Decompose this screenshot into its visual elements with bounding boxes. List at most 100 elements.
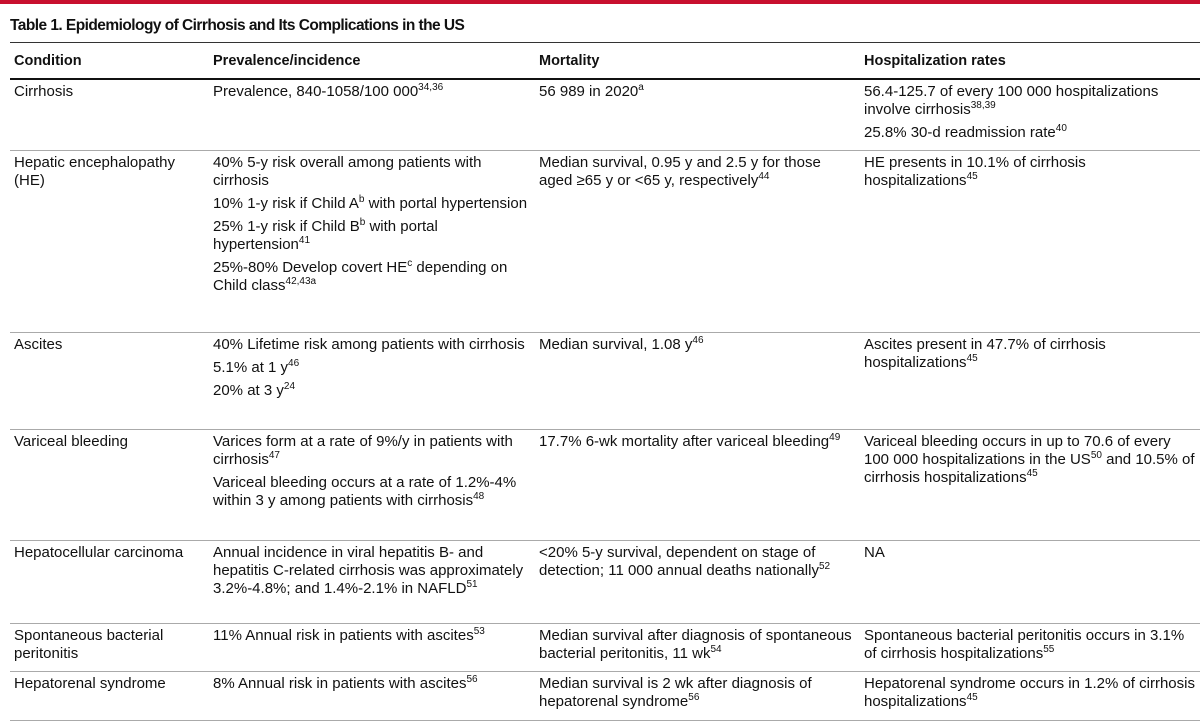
cell-paragraph: Hepatic encephalopathy (HE) xyxy=(14,154,205,190)
reference: 40 xyxy=(1055,123,1067,134)
cell-paragraph: Hepatorenal syndrome xyxy=(14,675,205,693)
table-cell: 40% 5-y risk overall among patients with… xyxy=(209,150,535,333)
reference: 51 xyxy=(466,578,478,590)
cell-text: 8% Annual risk in patients with ascites xyxy=(213,674,467,692)
table-body: Cirrhosis Prevalence, 840-1058/100 00034,… xyxy=(10,79,1200,721)
cell-paragraph: NA xyxy=(864,544,1196,562)
table-row: Hepatocellular carcinoma Annual incidence… xyxy=(10,540,1200,624)
reference: 47 xyxy=(268,449,280,461)
reference: 45 xyxy=(1026,467,1038,479)
cell-text: HE presents in 10.1% of cirrhosis hospit… xyxy=(864,153,1086,189)
cell-paragraph: Prevalence, 840-1058/100 00034,36 xyxy=(213,83,531,101)
reference: 45 xyxy=(966,352,978,364)
reference: a xyxy=(638,82,644,93)
cell-text: Hepatocellular carcinoma xyxy=(14,543,184,561)
cell-text: 25% 1-y risk if Child B xyxy=(213,217,360,235)
table-cell: NA xyxy=(860,540,1200,624)
table-cell: 56.4-125.7 of every 100 000 hospitalizat… xyxy=(860,79,1200,151)
reference: 55 xyxy=(1043,643,1055,655)
cell-text: Variceal bleeding occurs at a rate of 1.… xyxy=(213,473,517,509)
cell-text: Hepatorenal syndrome xyxy=(14,674,166,692)
cell-text: 56 989 in 2020 xyxy=(539,83,639,100)
cell-text: 25%-80% Develop covert HE xyxy=(213,258,408,276)
table-cell: Median survival is 2 wk after diagnosis … xyxy=(535,671,860,721)
reference: 50 xyxy=(1090,449,1102,461)
reference: 56 xyxy=(688,691,700,703)
cell-text: depending on Child class xyxy=(213,258,508,294)
table-cell: Median survival, 0.95 y and 2.5 y for th… xyxy=(535,150,860,333)
header-row: Condition Prevalence/incidence Mortality Ho… xyxy=(10,42,1200,80)
table-cell: 11% Annual risk in patients with ascites… xyxy=(209,623,535,672)
table-cell: Ascites xyxy=(10,332,209,430)
table-cell: <20% 5-y survival, dependent on stage of… xyxy=(535,540,860,624)
cell-text: Varices form at a rate of 9%/y in patien… xyxy=(213,432,513,468)
cell-paragraph: 10% 1-y risk if Child Ab with portal hyp… xyxy=(213,193,531,213)
cell-paragraph: Cirrhosis xyxy=(14,83,205,101)
cell-text: Hepatorenal syndrome occurs in 1.2% of c… xyxy=(864,674,1195,710)
reference: 54 xyxy=(710,643,722,655)
cell-paragraph: Variceal bleeding occurs at a rate of 1.… xyxy=(213,474,531,510)
table-cell: 56 989 in 2020a xyxy=(535,79,860,151)
cell-paragraph: 25% 1-y risk if Child Bb with portal hyp… xyxy=(213,217,531,254)
table-cell: Cirrhosis xyxy=(10,79,209,151)
cell-paragraph: Hepatocellular carcinoma xyxy=(14,544,205,562)
cell-text: NA xyxy=(864,543,885,561)
reference: b xyxy=(358,193,365,205)
cell-paragraph: HE presents in 10.1% of cirrhosis hospit… xyxy=(864,154,1196,190)
cell-paragraph: 56.4-125.7 of every 100 000 hospitalizat… xyxy=(864,83,1196,119)
cell-paragraph: Ascites present in 47.7% of cirrhosis ho… xyxy=(864,336,1196,372)
table-cell: Hepatic encephalopathy (HE) xyxy=(10,150,209,333)
cell-text: 17.7% 6-wk mortality after variceal blee… xyxy=(539,432,830,450)
cell-text: Median survival, 1.08 y xyxy=(539,335,693,353)
cell-paragraph: Ascites xyxy=(14,336,205,354)
cell-text: Ascites present in 47.7% of cirrhosis ho… xyxy=(864,335,1106,371)
cell-paragraph: 25.8% 30-d readmission rate40 xyxy=(864,124,1196,142)
table-row: Hepatic encephalopathy (HE) 40% 5-y risk … xyxy=(10,150,1200,333)
cell-text: and 10.5% of cirrhosis hospitalizations xyxy=(864,450,1195,486)
cell-text: 10% 1-y risk if Child A xyxy=(213,194,359,212)
table-row: Cirrhosis Prevalence, 840-1058/100 00034,… xyxy=(10,79,1200,151)
reference: 42,43a xyxy=(285,275,317,287)
cell-paragraph: 25%-80% Develop covert HEc depending on … xyxy=(213,258,531,295)
table-title: Table 1. Epidemiology of Cirrhosis and I… xyxy=(10,17,465,34)
header-cell: Mortality xyxy=(535,42,860,80)
cell-text: Hepatic encephalopathy (HE) xyxy=(14,153,175,189)
reference: 41 xyxy=(298,234,311,246)
cell-paragraph: Median survival, 0.95 y and 2.5 y for th… xyxy=(539,154,856,190)
reference: 34,36 xyxy=(418,82,444,93)
cell-paragraph: Median survival is 2 wk after diagnosis … xyxy=(539,675,856,711)
table-cell: 17.7% 6-wk mortality after variceal blee… xyxy=(535,429,860,541)
table-cell: Hepatorenal syndrome xyxy=(10,671,209,721)
cell-text: 40% Lifetime risk among patients with ci… xyxy=(213,335,525,353)
table-cell: Median survival, 1.08 y46 xyxy=(535,332,860,430)
table-cell: 40% Lifetime risk among patients with ci… xyxy=(209,332,535,430)
reference: 38,39 xyxy=(970,100,996,111)
header-cell: Prevalence/incidence xyxy=(209,42,535,80)
cell-paragraph: Varices form at a rate of 9%/y in patien… xyxy=(213,433,531,469)
cell-text: <20% 5-y survival, dependent on stage of… xyxy=(539,543,819,579)
cell-text: Median survival is 2 wk after diagnosis … xyxy=(539,674,812,710)
cell-paragraph: Variceal bleeding occurs in up to 70.6 o… xyxy=(864,433,1196,487)
table-row: Spontaneous bacterial peritonitis 11% Ann… xyxy=(10,623,1200,672)
table-row: Variceal bleeding Varices form at a rate … xyxy=(10,429,1200,541)
cell-paragraph: 8% Annual risk in patients with ascites5… xyxy=(213,674,531,693)
cell-paragraph: 40% 5-y risk overall among patients with… xyxy=(213,154,531,190)
cell-paragraph: Annual incidence in viral hepatitis B- a… xyxy=(213,544,531,598)
cell-paragraph: 11% Annual risk in patients with ascites… xyxy=(213,626,531,645)
cell-paragraph: 20% at 3 y24 xyxy=(213,381,531,400)
cell-paragraph: Spontaneous bacterial peritonitis xyxy=(14,627,205,663)
table-cell: Hepatorenal syndrome occurs in 1.2% of c… xyxy=(860,671,1200,721)
cell-paragraph: 56 989 in 2020a xyxy=(539,83,856,101)
cell-text: 56.4-125.7 of every 100 000 hospitalizat… xyxy=(864,83,1159,118)
reference: 48 xyxy=(473,490,485,502)
reference: 49 xyxy=(829,431,841,443)
cell-text: with portal hypertension xyxy=(213,217,438,253)
cell-text: Spontaneous bacterial peritonitis xyxy=(14,626,164,662)
cell-text: 25.8% 30-d readmission rate xyxy=(864,124,1056,141)
table-cell: Ascites present in 47.7% of cirrhosis ho… xyxy=(860,332,1200,430)
header-cell: Condition xyxy=(10,42,209,80)
header-cell: Hospitalization rates xyxy=(860,42,1200,80)
table-cell: Median survival after diagnosis of spont… xyxy=(535,623,860,672)
cell-text: 5.1% at 1 y xyxy=(213,358,289,376)
table-cell: Varices form at a rate of 9%/y in patien… xyxy=(209,429,535,541)
